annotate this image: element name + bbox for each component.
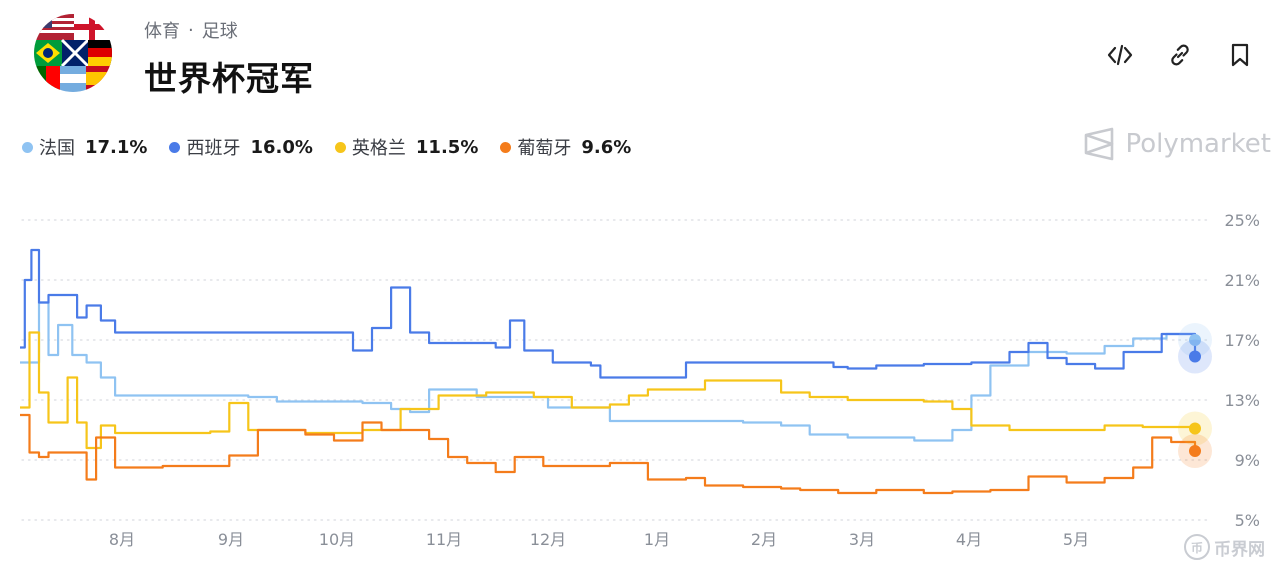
x-tick-label: 11月 [426, 530, 462, 549]
link-icon [1171, 44, 1189, 66]
watermark-text: 币界网 [1214, 539, 1265, 560]
y-tick-label: 9% [1235, 451, 1260, 470]
y-tick-label: 13% [1224, 391, 1260, 410]
y-tick-label: 5% [1235, 511, 1260, 530]
legend-name: 法国 [39, 138, 75, 159]
series-line [20, 248, 1197, 379]
avatar [34, 14, 112, 92]
series-line [20, 301, 1197, 442]
x-tick-label: 4月 [956, 530, 982, 549]
legend-dot [500, 141, 512, 153]
x-tick-label: 3月 [849, 530, 875, 549]
x-tick-label: 10月 [319, 530, 355, 549]
legend-value: 9.6% [581, 136, 632, 158]
legend-dot [169, 141, 181, 153]
x-tick-label: 9月 [218, 530, 244, 549]
legend-item-spain[interactable]: 西班牙 16.0% [169, 134, 313, 160]
bookmark-icon [1231, 43, 1249, 67]
x-tick-label: 12月 [530, 530, 566, 549]
watermark: 币 币界网 [1184, 534, 1265, 560]
legend-value: 16.0% [250, 136, 313, 158]
legend-item-france[interactable]: 法国 17.1% [22, 134, 147, 160]
legend-dot [22, 141, 33, 153]
embed-button[interactable] [1101, 36, 1139, 74]
legend-name: 西班牙 [186, 138, 241, 159]
chart-legend: 法国 17.1% 西班牙 16.0% 英格兰 11.5% 葡萄牙 9.6% [22, 134, 631, 160]
polymarket-logo-icon [1085, 127, 1114, 161]
series-end-point [1189, 350, 1201, 363]
series-end-point [1189, 334, 1201, 346]
legend-name: 葡萄牙 [517, 138, 572, 159]
y-tick-label: 17% [1224, 331, 1260, 350]
breadcrumb: 体育 · 足球 [144, 17, 238, 43]
y-tick-label: 21% [1224, 271, 1260, 290]
bookmark-button[interactable] [1221, 36, 1259, 74]
polymarket-brand: Polymarket [1083, 127, 1271, 161]
page-title: 世界杯冠军 [144, 59, 314, 98]
series-line [20, 413, 1197, 495]
breadcrumb-football[interactable]: 足球 [201, 21, 238, 42]
legend-name: 英格兰 [351, 138, 406, 159]
x-tick-label: 2月 [751, 530, 777, 549]
series-line [20, 331, 1197, 450]
bijie-logo-icon: 币 [1184, 534, 1210, 560]
probability-line-chart: 25% 21% 17% 13% 9% 5% 8月 9月 10月 11月 12月 1月 2月 3月 4月 5月 [20, 211, 1260, 549]
x-tick-label: 8月 [109, 530, 135, 549]
copy-link-button[interactable] [1161, 36, 1199, 74]
x-tick-label: 1月 [644, 530, 670, 549]
brand-name: Polymarket [1125, 129, 1271, 159]
legend-value: 11.5% [415, 136, 479, 158]
breadcrumb-sports[interactable]: 体育 [144, 21, 180, 42]
legend-dot [334, 141, 346, 153]
x-tick-label: 5月 [1063, 530, 1089, 549]
legend-item-england[interactable]: 英格兰 11.5% [334, 134, 479, 160]
y-tick-label: 25% [1224, 211, 1260, 230]
legend-value: 17.1% [85, 136, 148, 158]
breadcrumb-separator: · [188, 19, 194, 41]
embed-icon [1107, 44, 1133, 66]
legend-item-portugal[interactable]: 葡萄牙 9.6% [500, 134, 631, 160]
world-cup-flags-icon [34, 14, 112, 92]
action-bar [1101, 36, 1259, 74]
series-end-point [1189, 445, 1201, 457]
header: 体育 · 足球 世界杯冠军 [0, 0, 1279, 110]
series-end-point [1189, 422, 1201, 435]
